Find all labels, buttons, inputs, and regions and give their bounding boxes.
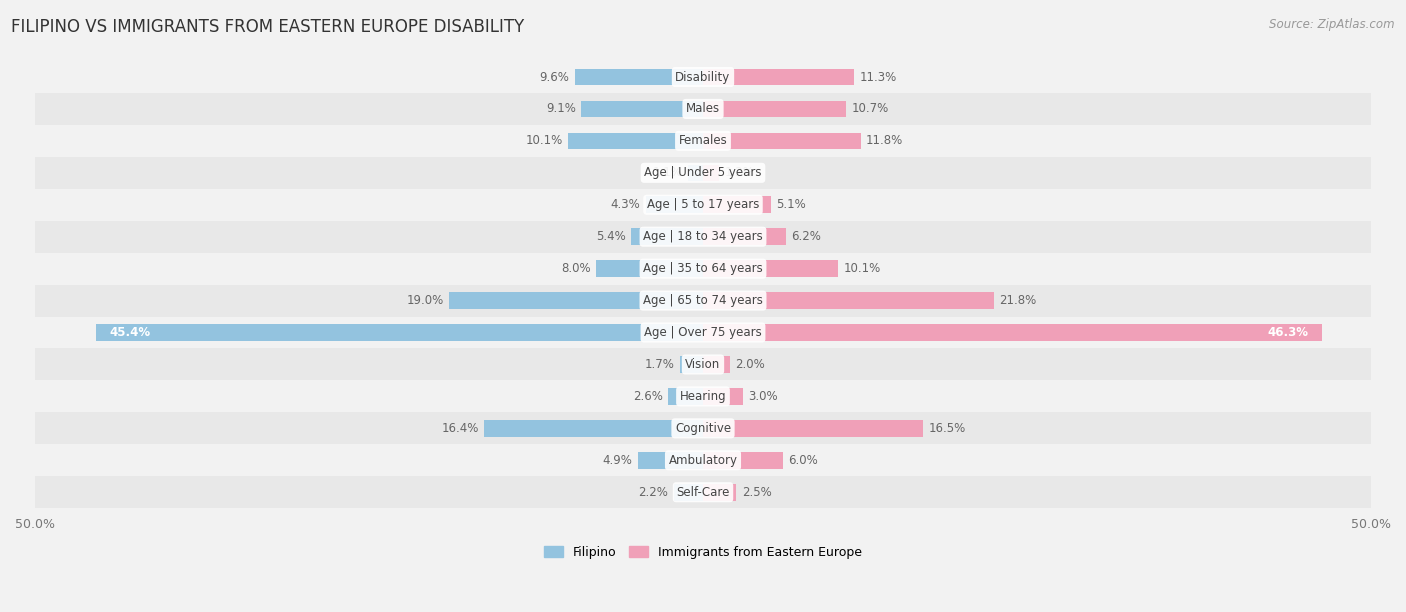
Text: 11.8%: 11.8% <box>866 135 903 147</box>
Text: 5.4%: 5.4% <box>596 230 626 243</box>
Bar <box>35 444 1371 476</box>
Text: Age | 18 to 34 years: Age | 18 to 34 years <box>643 230 763 243</box>
Text: 19.0%: 19.0% <box>406 294 444 307</box>
Bar <box>35 412 1371 444</box>
Bar <box>449 293 703 309</box>
Bar <box>97 324 703 341</box>
Bar <box>703 165 718 181</box>
Text: Source: ZipAtlas.com: Source: ZipAtlas.com <box>1270 18 1395 31</box>
Text: Self-Care: Self-Care <box>676 486 730 499</box>
Bar <box>703 260 838 277</box>
Text: Age | Under 5 years: Age | Under 5 years <box>644 166 762 179</box>
Bar <box>35 61 1371 93</box>
Bar <box>35 476 1371 508</box>
Text: 4.3%: 4.3% <box>610 198 640 211</box>
Text: 46.3%: 46.3% <box>1267 326 1308 339</box>
Bar <box>35 253 1371 285</box>
Text: Vision: Vision <box>685 358 721 371</box>
Text: 1.1%: 1.1% <box>652 166 683 179</box>
Text: 11.3%: 11.3% <box>859 70 897 83</box>
Bar <box>35 348 1371 381</box>
Bar <box>484 420 703 436</box>
Text: Disability: Disability <box>675 70 731 83</box>
Bar <box>673 484 703 501</box>
Bar <box>575 69 703 85</box>
Legend: Filipino, Immigrants from Eastern Europe: Filipino, Immigrants from Eastern Europe <box>538 541 868 564</box>
Bar <box>689 165 703 181</box>
Text: 1.2%: 1.2% <box>724 166 754 179</box>
Text: Hearing: Hearing <box>679 390 727 403</box>
Bar <box>703 452 783 469</box>
Text: 5.1%: 5.1% <box>776 198 806 211</box>
Bar <box>681 356 703 373</box>
Text: 45.4%: 45.4% <box>110 326 150 339</box>
Bar <box>703 100 846 118</box>
Bar <box>596 260 703 277</box>
Text: Age | Over 75 years: Age | Over 75 years <box>644 326 762 339</box>
Text: 2.2%: 2.2% <box>638 486 668 499</box>
Text: 6.0%: 6.0% <box>789 453 818 467</box>
Bar <box>668 388 703 405</box>
Text: 16.5%: 16.5% <box>929 422 966 435</box>
Bar <box>35 221 1371 253</box>
Text: 9.6%: 9.6% <box>540 70 569 83</box>
Text: 10.1%: 10.1% <box>526 135 562 147</box>
Bar <box>703 196 770 213</box>
Bar <box>703 356 730 373</box>
Text: 8.0%: 8.0% <box>561 262 591 275</box>
Text: 2.6%: 2.6% <box>633 390 662 403</box>
Text: Cognitive: Cognitive <box>675 422 731 435</box>
Bar <box>703 69 853 85</box>
Bar <box>631 228 703 245</box>
Bar <box>645 196 703 213</box>
Text: 2.0%: 2.0% <box>735 358 765 371</box>
Text: FILIPINO VS IMMIGRANTS FROM EASTERN EUROPE DISABILITY: FILIPINO VS IMMIGRANTS FROM EASTERN EURO… <box>11 18 524 36</box>
Text: Age | 35 to 64 years: Age | 35 to 64 years <box>643 262 763 275</box>
Text: Males: Males <box>686 102 720 116</box>
Bar <box>35 381 1371 412</box>
Bar <box>703 484 737 501</box>
Bar <box>703 420 924 436</box>
Bar <box>568 133 703 149</box>
Bar <box>35 125 1371 157</box>
Bar <box>703 388 744 405</box>
Text: 4.9%: 4.9% <box>602 453 633 467</box>
Bar <box>35 188 1371 221</box>
Text: 21.8%: 21.8% <box>1000 294 1036 307</box>
Text: Females: Females <box>679 135 727 147</box>
Text: Age | 5 to 17 years: Age | 5 to 17 years <box>647 198 759 211</box>
Bar <box>35 157 1371 188</box>
Text: 1.7%: 1.7% <box>645 358 675 371</box>
Bar <box>35 316 1371 348</box>
Text: Age | 65 to 74 years: Age | 65 to 74 years <box>643 294 763 307</box>
Text: 9.1%: 9.1% <box>546 102 576 116</box>
Bar <box>35 93 1371 125</box>
Text: 10.1%: 10.1% <box>844 262 880 275</box>
Text: 6.2%: 6.2% <box>792 230 821 243</box>
Bar <box>703 324 1322 341</box>
Text: 2.5%: 2.5% <box>742 486 772 499</box>
Text: Ambulatory: Ambulatory <box>668 453 738 467</box>
Bar <box>703 133 860 149</box>
Bar <box>703 293 994 309</box>
Text: 3.0%: 3.0% <box>748 390 778 403</box>
Bar <box>637 452 703 469</box>
Text: 10.7%: 10.7% <box>851 102 889 116</box>
Bar <box>703 228 786 245</box>
Bar <box>35 285 1371 316</box>
Text: 16.4%: 16.4% <box>441 422 478 435</box>
Bar <box>582 100 703 118</box>
